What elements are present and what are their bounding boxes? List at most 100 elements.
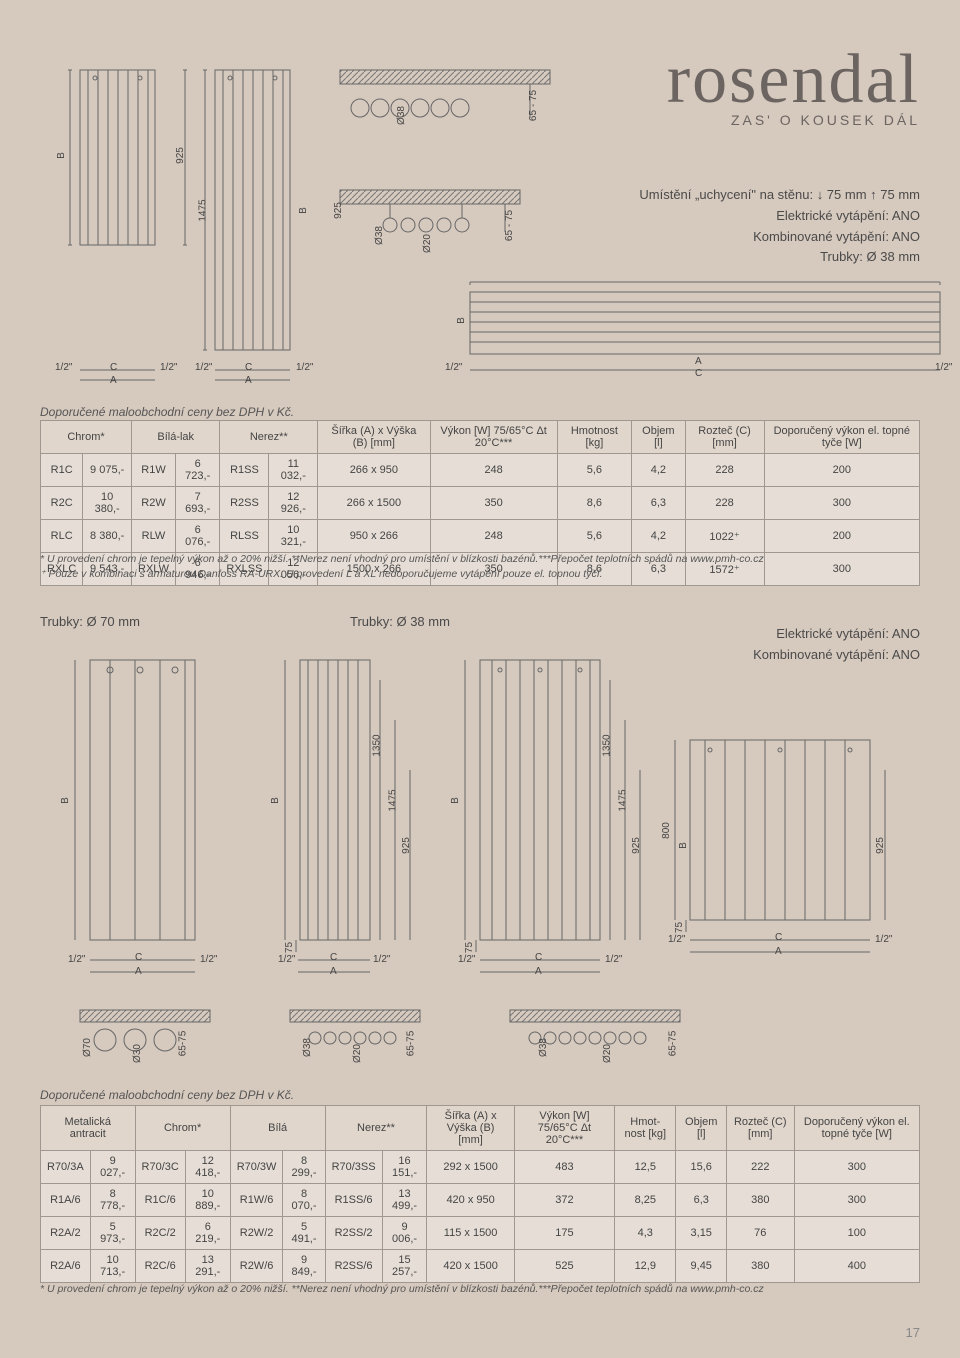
dim-a3: A [695,356,702,367]
d2-b4: B [678,842,689,849]
d2-1475b: 1475 [618,789,629,811]
table-cell: 9 006,- [382,1217,427,1250]
d2-925b: 925 [631,837,642,854]
table-cell: 420 x 1500 [427,1250,514,1283]
d2-d20b: Ø20 [602,1044,613,1063]
th2-objem: Objem [l] [676,1106,727,1151]
dim-925: 925 [175,147,186,164]
table-cell: 5,6 [557,520,631,553]
table-cell: 1022⁺ [685,520,764,553]
table-cell: R70/3C [135,1151,185,1184]
d2-75b: 75 [464,942,475,953]
table-cell: 380 [727,1184,795,1217]
price-table-2: Metalická antracit Chrom* Bílá Nerez** Š… [40,1105,920,1283]
dim-half-r2: 1/2" [296,362,313,373]
table-cell: R1SS [220,454,269,487]
table-cell: 266 x 950 [318,454,430,487]
table-cell: 222 [727,1151,795,1184]
table-cell: 8 299,- [283,1151,325,1184]
table-cell: RLSS [220,520,269,553]
d2-925c: 925 [875,837,886,854]
d2-6575a: 65-75 [177,1031,188,1057]
table-row: RLC8 380,-RLW6 076,-RLSS10 321,-950 x 26… [41,520,920,553]
table-cell: 15 257,- [382,1250,427,1283]
dim-b2: B [298,207,309,214]
d2-c4: C [775,932,782,943]
table-cell: R70/3SS [325,1151,382,1184]
dim-6575: 65 - 75 [528,90,539,121]
table-cell: 9,45 [676,1250,727,1283]
table-cell: 10 380,- [83,487,132,520]
table-cell: 175 [514,1217,614,1250]
dim-a1: A [110,375,117,386]
table-cell: 5 973,- [90,1217,135,1250]
dim-1475: 1475 [198,199,209,221]
table-cell: 8,6 [557,487,631,520]
th2-dopor: Doporučený výkon el. topné tyče [W] [794,1106,919,1151]
table-cell: 8 778,- [90,1184,135,1217]
table-row: R70/3A9 027,-R70/3C12 418,-R70/3W8 299,-… [41,1151,920,1184]
page-number: 17 [906,1325,920,1340]
top-diagrams-svg [40,60,950,390]
dim-half-l: 1/2" [55,362,72,373]
table-cell: R1W [132,454,176,487]
dim-c1: C [110,362,117,373]
d2-d70: Ø70 [82,1038,93,1057]
d2-1350b: 1350 [602,734,613,756]
table-cell: 6 076,- [175,520,219,553]
table-cell: 228 [685,487,764,520]
table-cell: 6 723,- [175,454,219,487]
dim-half-l3: 1/2" [445,362,462,373]
th2-hmot: Hmot-nost [kg] [615,1106,676,1151]
th-hmot: Hmotnost [kg] [557,421,631,454]
table-row: R2A/25 973,-R2C/26 219,-R2W/25 491,-R2SS… [41,1217,920,1250]
table-cell: 5 491,- [283,1217,325,1250]
d2-h2l: 1/2" [278,954,295,965]
mid-diagrams-svg [40,640,920,1080]
d2-d38b: Ø38 [538,1038,549,1057]
table-cell: 100 [794,1217,919,1250]
d2-h3r: 1/2" [605,954,622,965]
table-cell: RLW [132,520,176,553]
table-cell: 6,3 [632,487,685,520]
table-cell: 11 032,- [269,454,318,487]
table-cell: R2A/6 [41,1250,91,1283]
table-cell: 420 x 950 [427,1184,514,1217]
table-cell: 200 [764,454,919,487]
d2-b3: B [450,797,461,804]
table-cell: R2A/2 [41,1217,91,1250]
dim-c2: C [245,362,252,373]
table-cell: 6,3 [676,1184,727,1217]
table-cell: 10 713,- [90,1250,135,1283]
d2-6575b: 65-75 [405,1031,416,1057]
table-cell: 292 x 1500 [427,1151,514,1184]
table-cell: 372 [514,1184,614,1217]
th-objem: Objem [l] [632,421,685,454]
table-cell: 4,2 [632,520,685,553]
dim-a2: A [245,375,252,386]
table-cell: R1W/6 [230,1184,283,1217]
table-cell: R2C/2 [135,1217,185,1250]
diagram-mid-row: B B 1350 1475 925 B 1350 1475 925 800 B … [40,640,920,1040]
table-cell: 525 [514,1250,614,1283]
table-row: R1C9 075,-R1W6 723,-R1SS11 032,-266 x 95… [41,454,920,487]
table-cell: 9 027,- [90,1151,135,1184]
dim-c3: C [695,368,702,379]
d2-1350: 1350 [372,734,383,756]
table-cell: R2C [41,487,83,520]
table-cell: 228 [685,454,764,487]
d2-b2: B [270,797,281,804]
d2-1475: 1475 [388,789,399,811]
table-cell: 76 [727,1217,795,1250]
dim-925b: 925 [333,202,344,219]
d2-75a: 75 [284,942,295,953]
table-cell: 9 075,- [83,454,132,487]
d2-b1: B [60,797,71,804]
table-cell: 266 x 1500 [318,487,430,520]
th-size: Šířka (A) x Výška (B) [mm] [318,421,430,454]
dim-half-l2: 1/2" [195,362,212,373]
price-note-2: Doporučené maloobchodní ceny bez DPH v K… [40,1088,294,1102]
table-cell: 8 380,- [83,520,132,553]
d2-h3l: 1/2" [458,954,475,965]
diagram-top-row: B 925 1475 B 925 Ø38 65 - 75 Ø38 Ø20 65 … [40,60,510,350]
